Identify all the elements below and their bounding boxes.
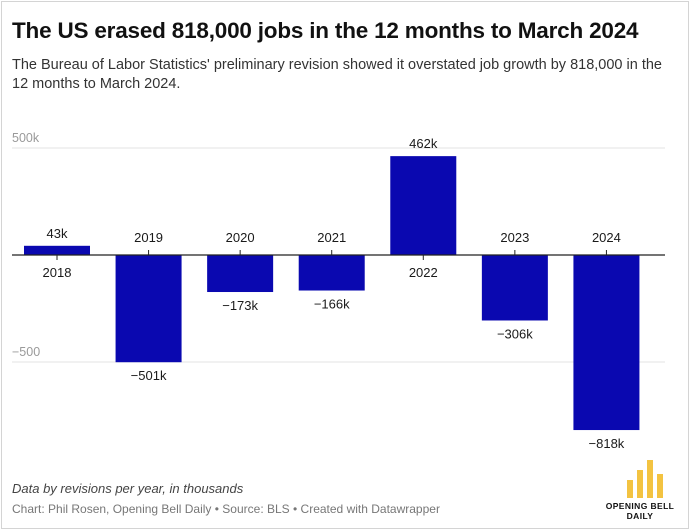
chart-subtitle: The Bureau of Labor Statistics' prelimin… — [12, 57, 662, 92]
x-tick-label-2022: 2022 — [409, 265, 438, 280]
x-tick-label-2021: 2021 — [317, 230, 346, 245]
chart-title: The US erased 818,000 jobs in the 12 mon… — [12, 18, 639, 43]
bar-2020 — [207, 255, 274, 293]
x-tick-label-2024: 2024 — [592, 230, 621, 245]
bar-2024 — [573, 255, 640, 431]
data-label-2018: 43k — [47, 226, 68, 241]
data-label-2020: −173k — [222, 298, 258, 313]
y-tick-label-1: −500 — [12, 345, 40, 359]
logo-wordmark: OPENING BELL DAILY — [600, 501, 680, 521]
bar-2023 — [481, 255, 548, 321]
data-label-2023: −306k — [497, 326, 533, 341]
chart-credit: Chart: Phil Rosen, Opening Bell Daily • … — [12, 502, 440, 516]
x-tick-label-2020: 2020 — [226, 230, 255, 245]
data-label-2021: −166k — [314, 297, 350, 312]
y-tick-label-0: 500k — [12, 131, 40, 145]
bar-2018 — [24, 245, 90, 255]
x-tick-label-2018: 2018 — [43, 265, 72, 280]
logo-line-2: DAILY — [626, 511, 654, 521]
chart-footnote: Data by revisions per year, in thousands — [12, 481, 244, 496]
bar-chart: 500k −500 2018 43k 2019 −501k 2020 −173k 2021 −16… — [12, 131, 665, 451]
data-label-2022: 462k — [409, 136, 438, 151]
bar-2021 — [298, 255, 365, 291]
data-label-2019: −501k — [131, 368, 167, 383]
logo-line-1: OPENING BELL — [605, 501, 675, 511]
x-tick-label-2019: 2019 — [134, 230, 163, 245]
opening-bell-logo: OPENING BELL DAILY — [600, 460, 680, 522]
bell-chart-icon — [627, 460, 663, 498]
x-tick-label-2023: 2023 — [500, 230, 529, 245]
data-label-2024: −818k — [589, 436, 625, 451]
bar-2022 — [390, 156, 457, 255]
bar-2019 — [115, 255, 182, 363]
